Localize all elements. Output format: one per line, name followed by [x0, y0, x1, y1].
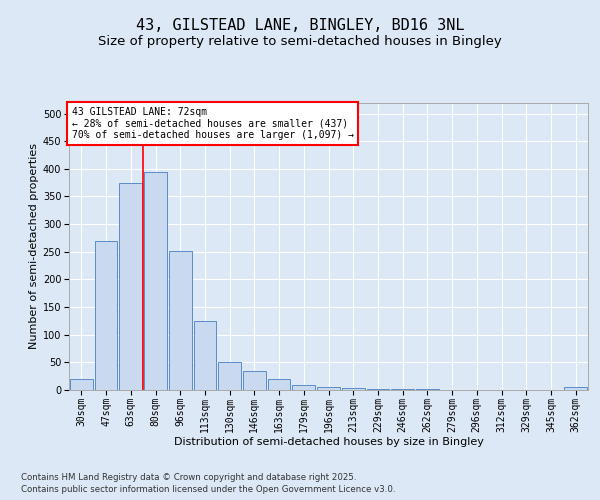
- Bar: [218, 362, 241, 390]
- Text: Size of property relative to semi-detached houses in Bingley: Size of property relative to semi-detach…: [98, 35, 502, 48]
- Bar: [95, 240, 118, 390]
- Bar: [292, 385, 315, 390]
- Bar: [564, 387, 587, 390]
- Bar: [243, 370, 266, 390]
- Bar: [144, 172, 167, 390]
- Text: Contains HM Land Registry data © Crown copyright and database right 2025.: Contains HM Land Registry data © Crown c…: [21, 472, 356, 482]
- Bar: [70, 379, 93, 390]
- Y-axis label: Number of semi-detached properties: Number of semi-detached properties: [29, 143, 38, 350]
- Bar: [194, 321, 216, 390]
- Bar: [317, 386, 340, 390]
- X-axis label: Distribution of semi-detached houses by size in Bingley: Distribution of semi-detached houses by …: [173, 437, 484, 447]
- Text: 43, GILSTEAD LANE, BINGLEY, BD16 3NL: 43, GILSTEAD LANE, BINGLEY, BD16 3NL: [136, 18, 464, 32]
- Bar: [169, 250, 191, 390]
- Text: Contains public sector information licensed under the Open Government Licence v3: Contains public sector information licen…: [21, 485, 395, 494]
- Bar: [367, 389, 389, 390]
- Bar: [119, 182, 142, 390]
- Text: 43 GILSTEAD LANE: 72sqm
← 28% of semi-detached houses are smaller (437)
70% of s: 43 GILSTEAD LANE: 72sqm ← 28% of semi-de…: [71, 107, 353, 140]
- Bar: [342, 388, 365, 390]
- Bar: [268, 379, 290, 390]
